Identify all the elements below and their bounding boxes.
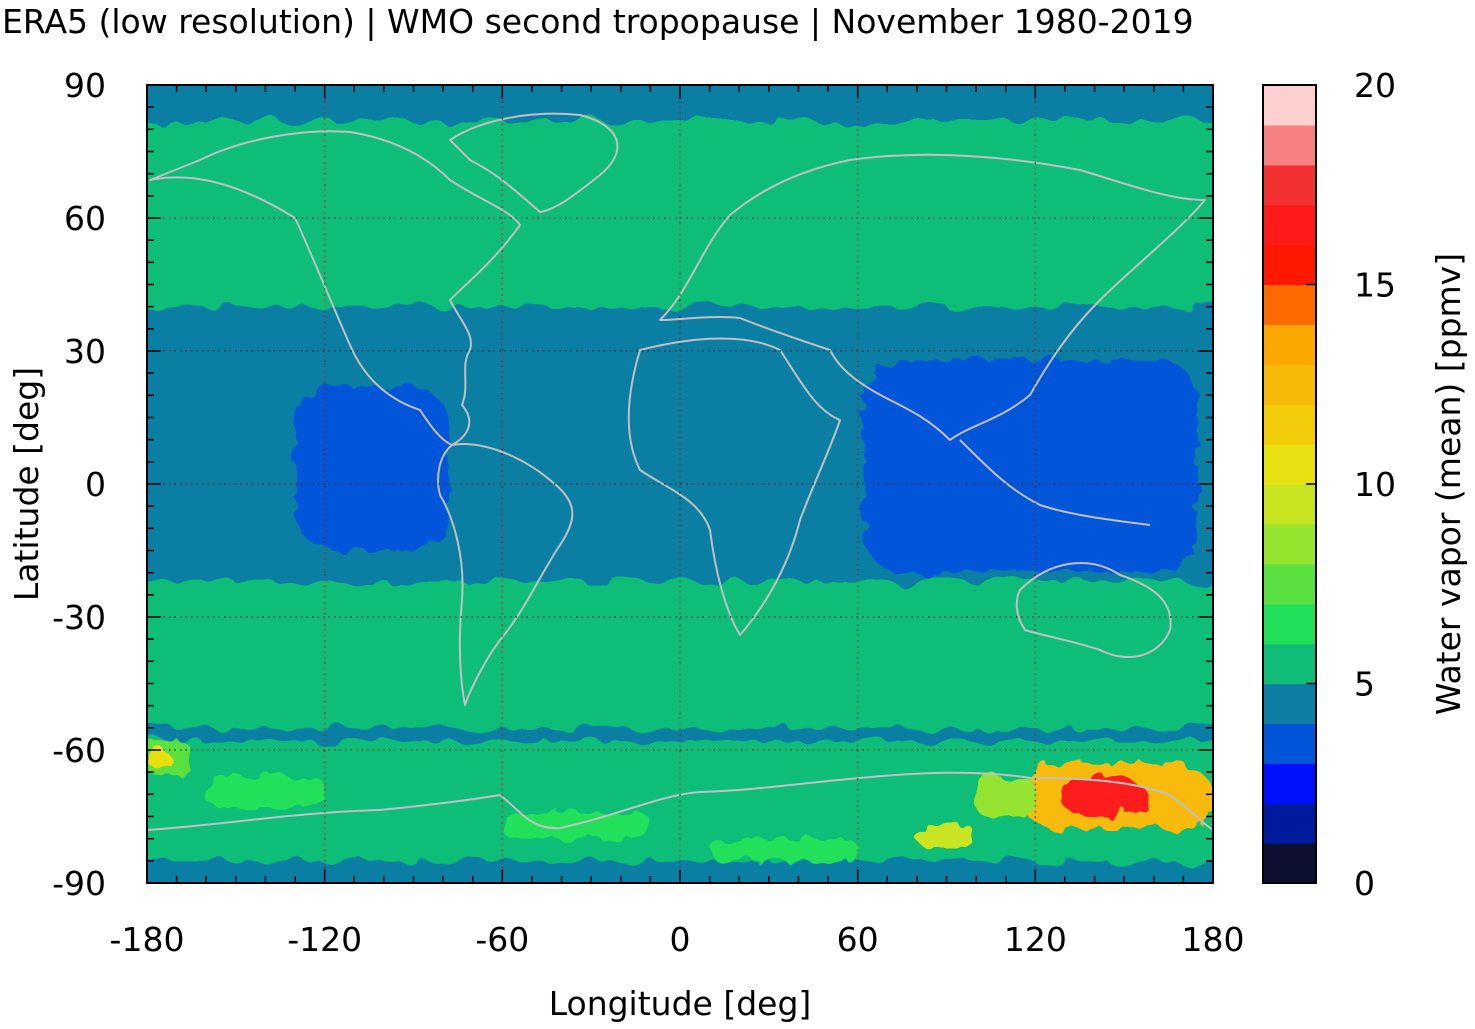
field-speckle (976, 776, 1036, 817)
colorbar-segment (1263, 603, 1316, 645)
x-tick-labels: -180 -120 -60 0 60 120 180 (110, 920, 1245, 959)
chart-title: ERA5 (low resolution) | WMO second tropo… (2, 2, 1194, 41)
colorbar-tick-label: 0 (1354, 864, 1375, 903)
coastline-eurasia (659, 153, 1206, 441)
x-tick-label: -120 (287, 920, 362, 959)
y-tick-labels: 90 60 30 0 -30 -60 -90 (52, 66, 106, 903)
colorbar-tick-label: 20 (1354, 66, 1396, 105)
y-tick-label: -60 (52, 731, 106, 770)
y-tick-label: -90 (52, 864, 106, 903)
colorbar-segment (1263, 85, 1316, 126)
field-speckle (709, 838, 858, 861)
colorbar-segment (1263, 164, 1316, 206)
x-tick-label: 0 (670, 920, 691, 959)
coastline-greenland (449, 112, 619, 213)
colorbar-tick-label: 5 (1354, 665, 1375, 704)
field-region (147, 581, 1213, 728)
colorbar-segment (1263, 723, 1316, 764)
coastline-north-america (149, 130, 521, 446)
colorbar-segment (1263, 204, 1316, 246)
y-tick-label: 0 (85, 465, 106, 504)
colorbar-segment (1263, 284, 1316, 325)
coastline-australia (1015, 562, 1172, 659)
colorbar-segment (1263, 484, 1316, 525)
colorbar-segment (1263, 364, 1316, 405)
coastline-south-america (437, 443, 574, 706)
x-axis-label: Longitude [deg] (549, 984, 812, 1023)
water-vapor-field (147, 85, 1213, 883)
y-tick-label: 30 (64, 332, 106, 371)
colorbar-segment (1263, 803, 1316, 844)
colorbar-segment (1263, 244, 1316, 286)
y-tick-label: 60 (64, 199, 106, 238)
x-tick-label: -60 (475, 920, 529, 959)
colorbar-segment (1263, 404, 1316, 445)
colorbar-tick-label: 15 (1354, 266, 1396, 305)
colorbar-segment (1263, 523, 1316, 565)
colorbar-segment (1263, 843, 1316, 884)
colorbar-segment (1263, 763, 1316, 804)
coastline-africa (627, 337, 841, 636)
field-speckle (916, 825, 977, 848)
colorbar-segment (1263, 324, 1316, 365)
colorbar-segment (1263, 683, 1316, 724)
coastline-indonesia (959, 439, 1151, 526)
x-tick-label: 120 (1004, 920, 1067, 959)
colorbar-label: Water vapor (mean) [ppmv] (1429, 253, 1468, 715)
x-tick-label: 180 (1182, 920, 1245, 959)
colorbar-segment (1263, 563, 1316, 605)
field-region (1059, 776, 1148, 817)
colorbar-segment (1263, 643, 1316, 685)
colorbar-tick-label: 10 (1354, 465, 1396, 504)
y-tick-label: 90 (64, 66, 106, 105)
field-region (295, 386, 450, 551)
frame-ticks (146, 84, 1214, 884)
coastlines (147, 112, 1213, 831)
x-tick-label: 60 (837, 920, 879, 959)
y-axis-label: Latitude [deg] (7, 367, 46, 601)
field-speckle (206, 776, 325, 808)
colorbar-segment (1263, 124, 1316, 166)
coastline-antarctica (147, 771, 1213, 831)
colorbar-ticks: 0 5 10 15 20 (1306, 66, 1396, 903)
field-speckle (502, 812, 651, 839)
x-tick-label: -180 (110, 920, 185, 959)
y-tick-label: -30 (52, 598, 106, 637)
grid-lines (147, 85, 1213, 883)
colorbar-segment (1263, 444, 1316, 485)
field-speckle (147, 750, 171, 768)
colorbar (1263, 85, 1316, 884)
